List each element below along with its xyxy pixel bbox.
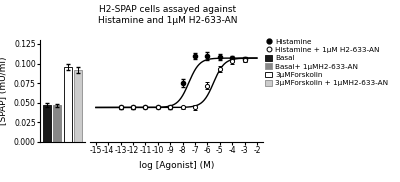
Bar (43, 105, 51, 142)
X-axis label: log [Agonist] (M): log [Agonist] (M) (139, 161, 214, 170)
Bar (74, 70, 82, 142)
Bar (53, 105, 61, 142)
Legend: Histamine, Histamine + 1μM H2-633-AN, Basal, Basal+ 1μMH2-633-AN, 3μMForskolin, : Histamine, Histamine + 1μM H2-633-AN, Ba… (265, 39, 388, 86)
Y-axis label: [SPAP] (mU/ml): [SPAP] (mU/ml) (0, 57, 8, 125)
Text: H2-SPAP cells assayed against
Histamine and 1μM H2-633-AN: H2-SPAP cells assayed against Histamine … (98, 5, 237, 25)
Bar (64, 67, 72, 142)
